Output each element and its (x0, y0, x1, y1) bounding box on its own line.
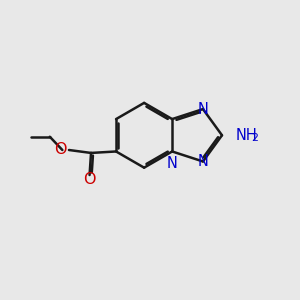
Text: N: N (197, 102, 208, 117)
Text: 2: 2 (251, 133, 258, 142)
Text: N: N (197, 154, 208, 169)
Text: O: O (55, 142, 67, 158)
Text: NH: NH (235, 128, 257, 143)
Text: O: O (83, 172, 96, 187)
Text: N: N (167, 156, 178, 171)
